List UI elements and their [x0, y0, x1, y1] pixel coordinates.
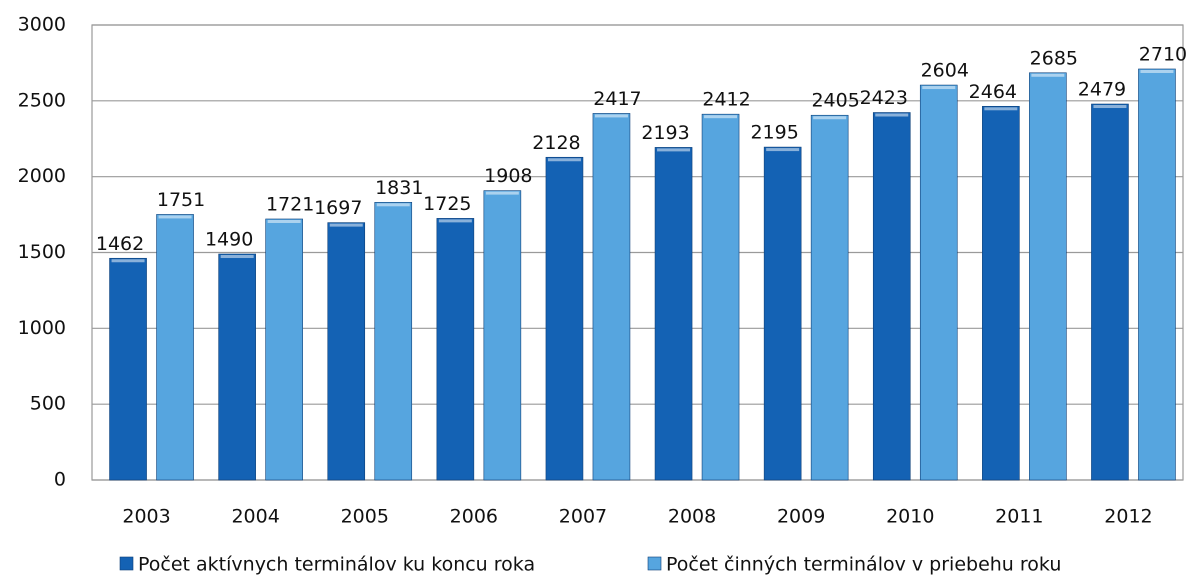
- bar-highlight: [875, 113, 909, 117]
- y-tick-label: 500: [30, 393, 66, 415]
- bar: [218, 253, 256, 481]
- data-label: 2464: [969, 81, 1017, 103]
- x-tick-label: 2011: [995, 506, 1043, 528]
- bar-highlight: [111, 259, 145, 263]
- bar: [436, 218, 475, 481]
- y-tick-label: 2000: [18, 165, 66, 187]
- bar: [919, 84, 958, 481]
- bar-highlight: [267, 219, 301, 223]
- bar: [763, 146, 802, 481]
- bar: [483, 190, 522, 481]
- bar: [654, 147, 693, 481]
- x-tick-label: 2010: [886, 506, 934, 528]
- data-label: 2423: [860, 87, 908, 109]
- bar-highlight: [1031, 73, 1065, 77]
- legend-swatch: [647, 556, 662, 571]
- data-label: 2195: [750, 122, 798, 144]
- data-label: 2417: [593, 88, 641, 110]
- data-label: 1462: [96, 233, 144, 255]
- bar-highlight: [1140, 69, 1174, 73]
- bar-highlight: [329, 223, 363, 227]
- y-tick-label: 1500: [18, 241, 66, 263]
- bar: [545, 156, 584, 481]
- bar: [109, 257, 147, 481]
- data-label: 1721: [266, 193, 314, 215]
- bar: [810, 114, 849, 481]
- x-tick-label: 2005: [341, 506, 389, 528]
- bar-highlight: [376, 203, 410, 207]
- bar: [265, 218, 303, 481]
- bar: [1138, 68, 1176, 481]
- bar-highlight: [438, 219, 472, 223]
- x-tick-label: 2007: [559, 506, 607, 528]
- bar: [1091, 103, 1129, 481]
- bar: [374, 201, 413, 481]
- data-label: 1751: [157, 189, 205, 211]
- bar-highlight: [922, 86, 956, 90]
- bar-highlight: [594, 114, 628, 118]
- bar: [592, 113, 631, 481]
- y-tick-label: 3000: [18, 14, 66, 36]
- data-label: 2710: [1139, 43, 1187, 65]
- x-tick-label: 2006: [450, 506, 498, 528]
- legend-label: Počet činných terminálov v priebehu roku: [666, 554, 1061, 576]
- bar: [327, 222, 366, 481]
- data-label: 1908: [484, 165, 532, 187]
- data-label: 2128: [532, 132, 580, 154]
- x-tick-label: 2003: [122, 506, 170, 528]
- bar: [156, 214, 194, 481]
- data-label: 1831: [375, 177, 423, 199]
- bar-highlight: [485, 191, 519, 195]
- bar: [982, 105, 1020, 481]
- bar-highlight: [766, 148, 800, 152]
- data-label: 1490: [205, 229, 253, 251]
- data-label: 1725: [423, 193, 471, 215]
- bar-highlight: [813, 116, 847, 120]
- bar-highlight: [657, 148, 691, 152]
- data-label: 2193: [641, 122, 689, 144]
- data-label: 2479: [1078, 79, 1126, 101]
- x-tick-label: 2004: [231, 506, 279, 528]
- y-tick-label: 1000: [18, 317, 66, 339]
- x-tick-label: 2009: [777, 506, 825, 528]
- legend-swatch: [119, 556, 134, 571]
- y-tick-label: 2500: [18, 89, 66, 111]
- bar-highlight: [547, 158, 581, 162]
- bar-highlight: [984, 107, 1018, 111]
- data-label: 2412: [702, 89, 750, 111]
- bar-highlight: [220, 255, 254, 259]
- data-label: 2685: [1030, 47, 1078, 69]
- bar: [1029, 72, 1067, 481]
- data-label: 1697: [314, 197, 362, 219]
- bar: [701, 113, 740, 481]
- data-label: 2405: [811, 90, 859, 112]
- x-tick-label: 2008: [668, 506, 716, 528]
- y-tick-label: 0: [54, 469, 66, 491]
- x-tick-label: 2012: [1104, 506, 1152, 528]
- bar-highlight: [1093, 105, 1127, 109]
- legend-label: Počet aktívnych terminálov ku koncu roka: [138, 554, 535, 576]
- bar: [872, 112, 911, 481]
- bar-highlight: [158, 215, 192, 219]
- bar-highlight: [704, 115, 738, 119]
- data-label: 2604: [921, 60, 969, 82]
